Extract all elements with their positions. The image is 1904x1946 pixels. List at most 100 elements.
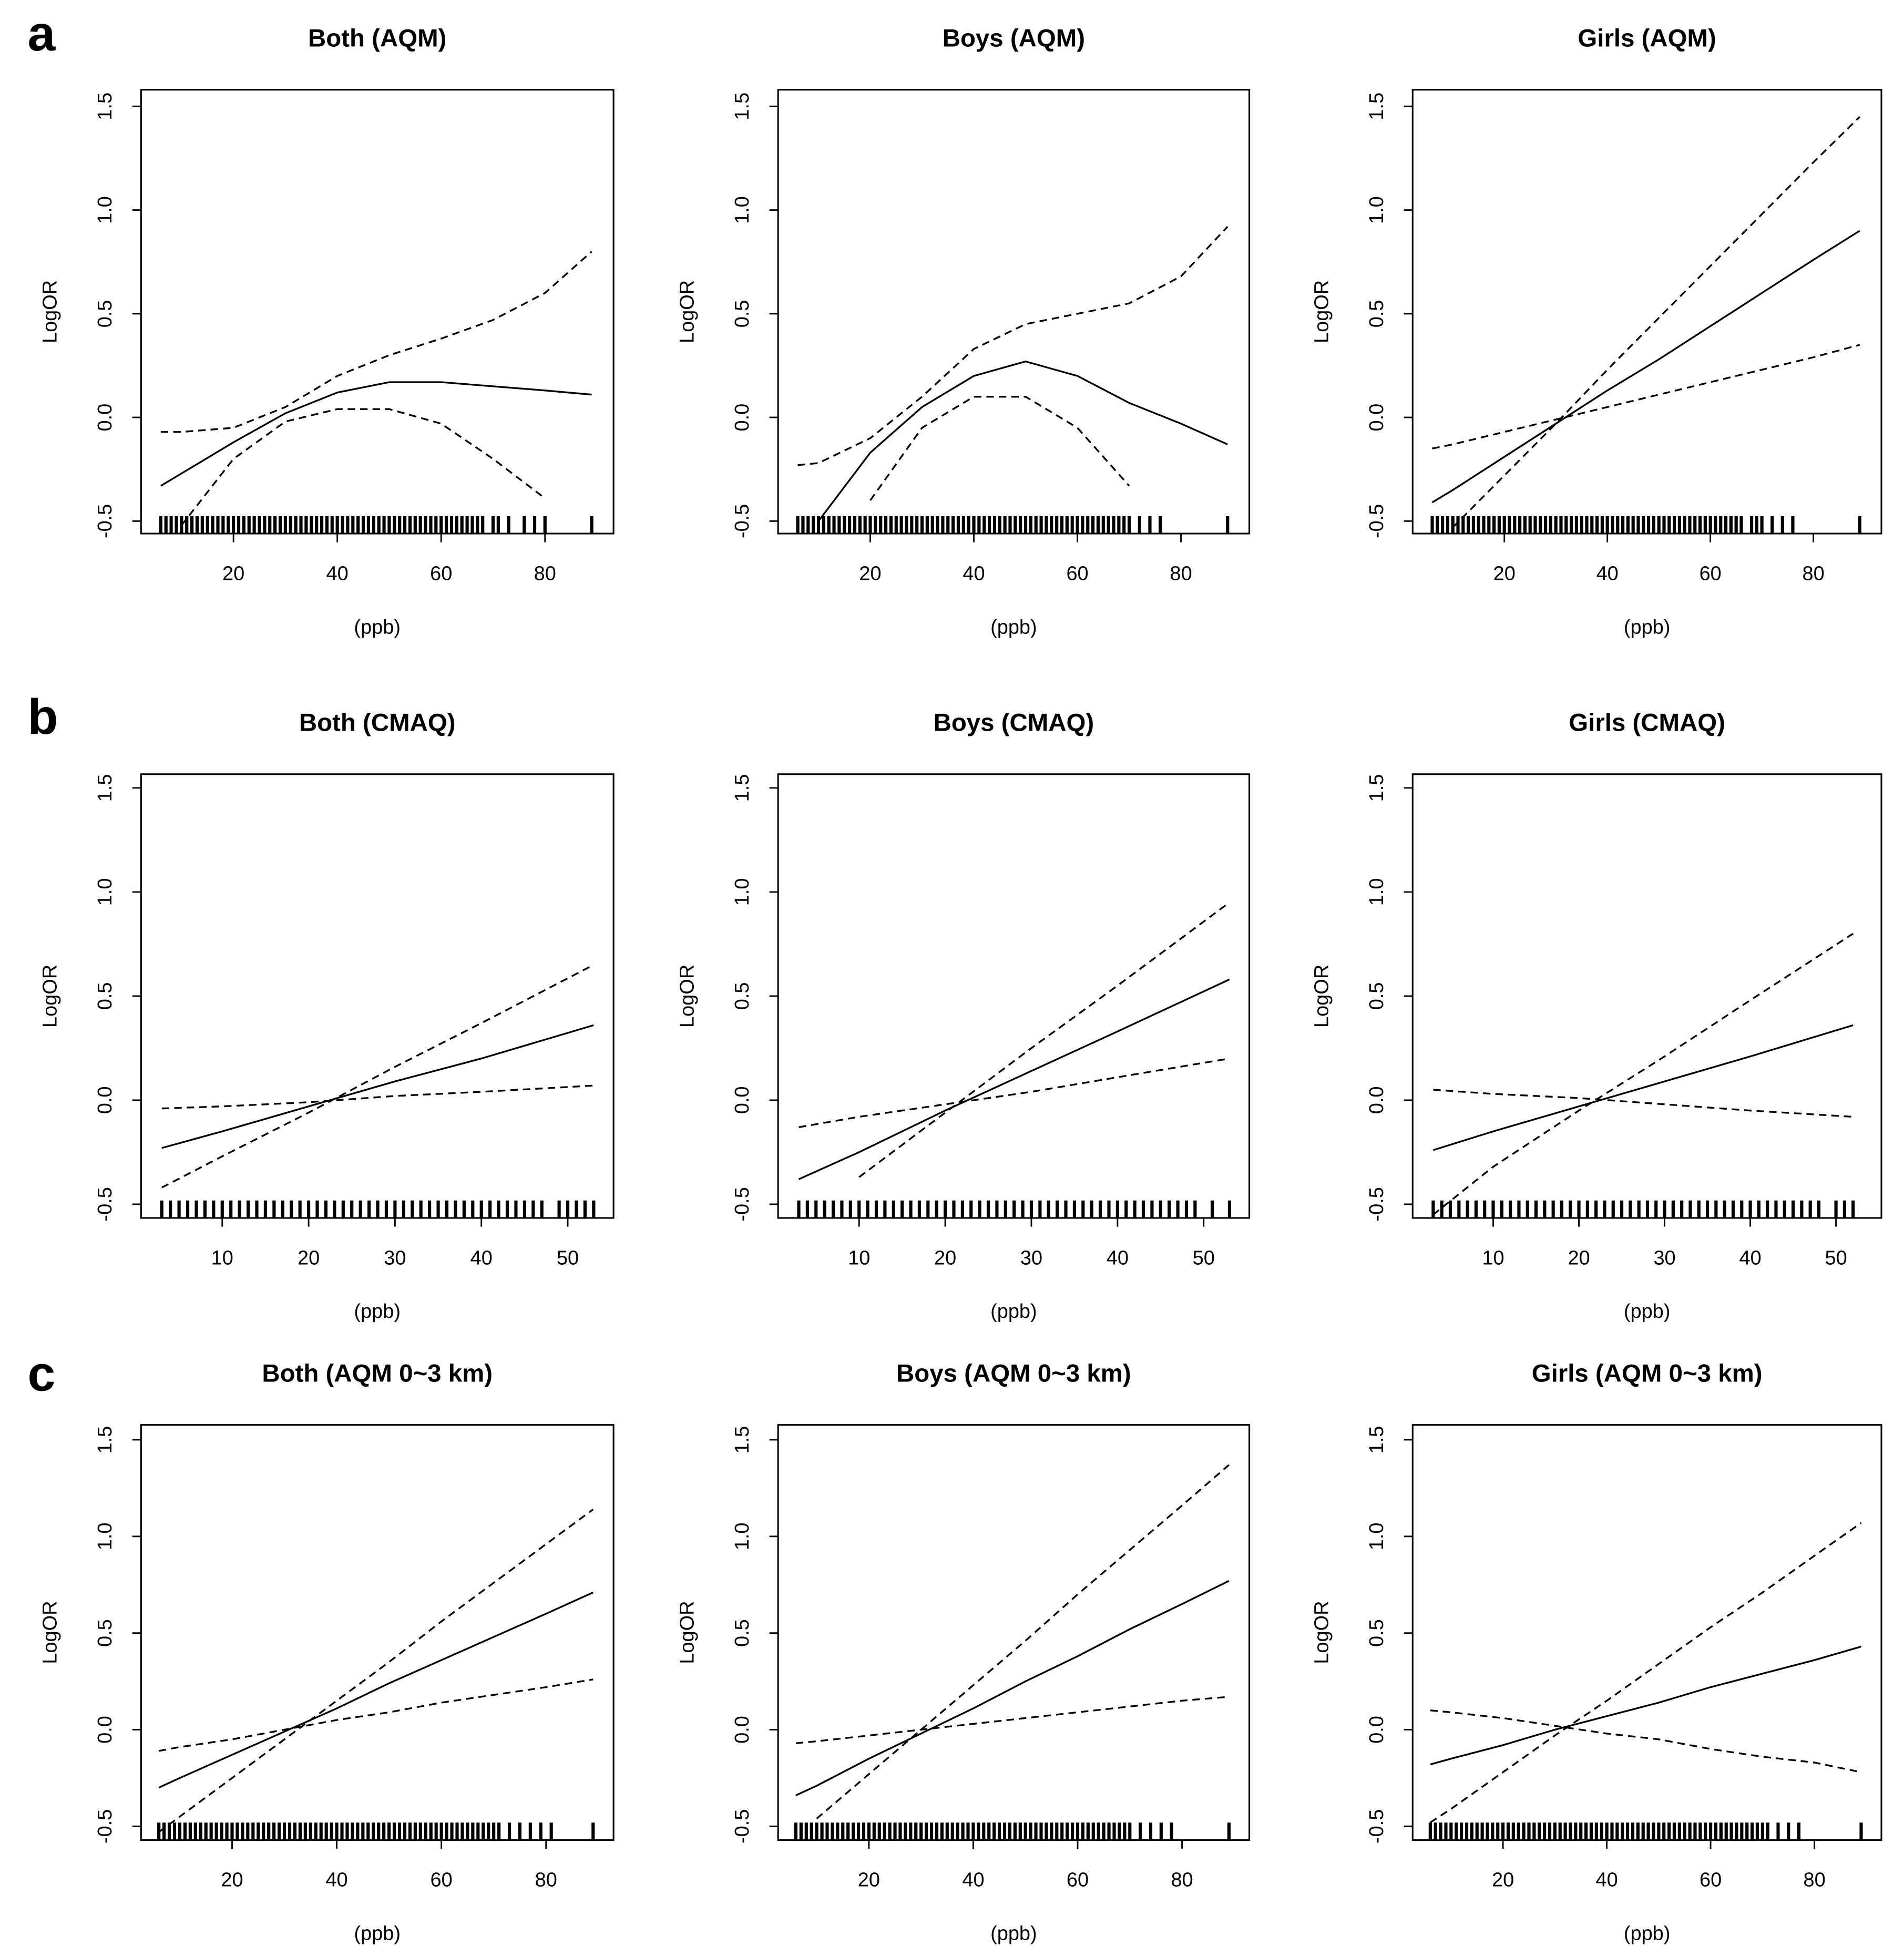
curve [799, 1058, 1230, 1128]
y-axis-label: LogOR [1311, 1601, 1333, 1664]
x-tick-label: 20 [859, 562, 881, 585]
x-axis-label: (ppb) [354, 1923, 401, 1945]
x-tick-label: 20 [222, 562, 244, 585]
y-tick-label: 0.0 [1366, 404, 1388, 432]
x-tick-label: 40 [470, 1247, 493, 1269]
x-tick-label: 80 [535, 1869, 557, 1891]
x-tick-label: 40 [1596, 1869, 1618, 1891]
plot-frame [1411, 89, 1882, 535]
y-tick-label: 1.0 [94, 878, 116, 906]
curve [795, 1580, 1230, 1796]
curve [1432, 933, 1854, 1215]
chart-title: Both (AQM 0~3 km) [262, 1359, 493, 1387]
x-tick-label: 60 [431, 1869, 453, 1891]
y-tick-label: 1.5 [731, 774, 753, 802]
plot-frame [140, 89, 615, 535]
panel-chart: Both (AQM 0~3 km) (ppb) LogOR 20 40 60 80 -0.5 0… [39, 1359, 615, 1945]
curve [1430, 1645, 1861, 1766]
curve [181, 408, 546, 526]
curve [797, 226, 1229, 466]
y-tick-label: 0.5 [1366, 1619, 1388, 1647]
y-axis-label: LogOR [39, 1601, 62, 1664]
y-tick-label: 1.0 [731, 196, 753, 224]
plot-frame [140, 1424, 615, 1841]
x-tick-label: 20 [1568, 1247, 1590, 1269]
panel-chart: Boys (CMAQ) (ppb) LogOR 10 20 30 40 50 -0.5 0.0 0.… [676, 709, 1251, 1323]
panel-chart: Boys (AQM) (ppb) LogOR 20 40 60 80 -0.5 0.0 0.5 1.… [676, 24, 1251, 638]
panel-chart: Girls (CMAQ) (ppb) LogOR 10 20 30 40 50 -0.5 0.0 0… [1311, 709, 1882, 1323]
y-axis-label: LogOR [39, 280, 62, 343]
y-tick-label: 1.5 [1366, 1426, 1388, 1454]
curve [1432, 344, 1860, 449]
x-axis-label: (ppb) [990, 616, 1037, 638]
plot-frame [140, 773, 615, 1219]
x-tick-label: 50 [1825, 1247, 1847, 1269]
x-tick-label: 20 [934, 1247, 956, 1269]
y-tick-label: 0.5 [1366, 300, 1388, 327]
y-tick-label: -0.5 [1366, 504, 1388, 538]
y-tick-label: -0.5 [94, 1187, 116, 1221]
y-axis-label: LogOR [676, 965, 698, 1028]
y-tick-label: -0.5 [1366, 1809, 1388, 1843]
curve [160, 251, 592, 433]
curve [858, 902, 1230, 1178]
x-tick-label: 60 [1067, 1869, 1089, 1891]
x-tick-label: 40 [962, 1869, 984, 1891]
x-tick-label: 40 [1739, 1247, 1761, 1269]
x-axis-label: (ppb) [1624, 616, 1671, 638]
y-axis-label: LogOR [1311, 280, 1333, 343]
y-tick-label: -0.5 [731, 1187, 753, 1221]
y-tick-label: 1.5 [731, 1426, 753, 1454]
y-tick-label: 1.0 [731, 1522, 753, 1550]
x-tick-label: 40 [963, 562, 985, 585]
curve [817, 360, 1228, 522]
x-tick-label: 20 [1492, 1869, 1514, 1891]
x-tick-label: 80 [1170, 562, 1192, 585]
curve [1431, 230, 1860, 504]
x-tick-label: 40 [1107, 1247, 1129, 1269]
x-tick-label: 20 [298, 1247, 320, 1269]
plot-frame [1411, 1424, 1882, 1841]
y-tick-label: -0.5 [731, 1809, 753, 1843]
x-tick-label: 30 [1020, 1247, 1042, 1269]
y-tick-label: 1.5 [1366, 774, 1388, 802]
panel-label: c [27, 1346, 55, 1402]
x-tick-label: 60 [430, 562, 452, 585]
plot-frame [777, 89, 1251, 535]
curve [816, 1464, 1230, 1819]
y-tick-label: 0.0 [731, 404, 753, 432]
curve [158, 1509, 594, 1833]
plot-frame [777, 773, 1251, 1219]
y-tick-label: 0.5 [1366, 982, 1388, 1010]
panel-chart: Both (AQM) (ppb) LogOR 20 40 60 80 -0.5 0.0 0.5 1.… [39, 24, 615, 638]
y-tick-label: 0.5 [731, 1619, 753, 1647]
x-tick-label: 20 [221, 1869, 243, 1891]
x-tick-label: 60 [1700, 1869, 1722, 1891]
y-tick-label: 0.5 [94, 300, 116, 327]
x-tick-label: 50 [557, 1247, 579, 1269]
x-tick-label: 80 [534, 562, 556, 585]
chart-title: Girls (CMAQ) [1569, 709, 1725, 736]
chart-title: Boys (AQM) [943, 24, 1085, 52]
x-axis-label: (ppb) [990, 1300, 1037, 1323]
y-tick-label: -0.5 [731, 504, 753, 538]
y-tick-label: 1.5 [94, 1426, 116, 1454]
x-tick-label: 20 [858, 1869, 880, 1891]
y-tick-label: 0.0 [731, 1716, 753, 1744]
curve [1432, 1024, 1854, 1151]
x-axis-label: (ppb) [354, 616, 401, 638]
x-tick-label: 30 [1653, 1247, 1675, 1269]
x-tick-label: 50 [1193, 1247, 1215, 1269]
x-tick-label: 80 [1804, 1869, 1826, 1891]
y-tick-label: 0.0 [1366, 1716, 1388, 1744]
y-tick-label: 0.0 [1366, 1086, 1388, 1114]
y-tick-label: 0.0 [731, 1086, 753, 1114]
x-tick-label: 30 [384, 1247, 406, 1269]
panel-chart: Girls (AQM 0~3 km) (ppb) LogOR 20 40 60 80 -0.5… [1311, 1359, 1882, 1945]
chart-title: Girls (AQM 0~3 km) [1532, 1359, 1763, 1387]
x-tick-label: 10 [211, 1247, 233, 1269]
x-tick-label: 80 [1803, 562, 1825, 585]
y-tick-label: 0.0 [94, 404, 116, 432]
chart-title: Both (CMAQ) [299, 709, 456, 736]
